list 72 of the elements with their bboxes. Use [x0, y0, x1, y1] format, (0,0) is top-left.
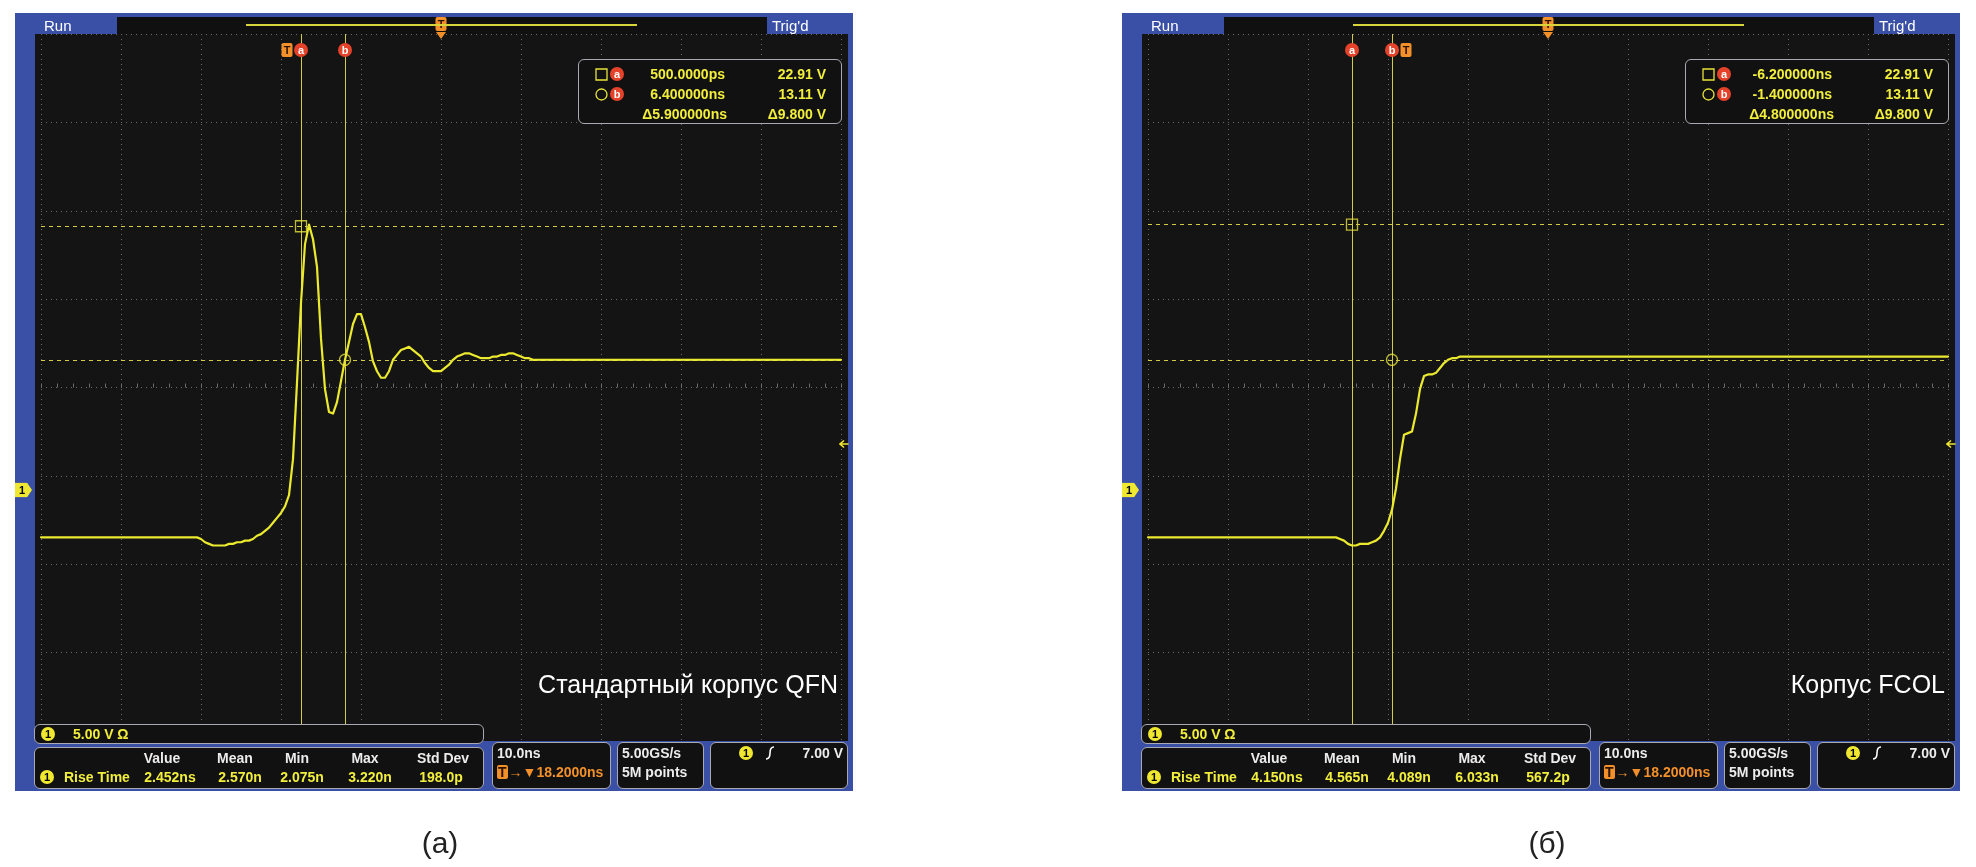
text: 4.150ns [1251, 769, 1303, 785]
text: -1.400000ns [1752, 86, 1832, 102]
text: 1 [1846, 746, 1860, 760]
text: a [610, 67, 624, 81]
text: 7.00 V [802, 745, 843, 761]
text: 1 [15, 482, 32, 498]
text: 2.075n [280, 769, 324, 785]
text: Value [1250, 750, 1288, 766]
text: 1 [40, 770, 54, 784]
text: 5M points [622, 764, 688, 780]
text: Δ9.800 V [767, 106, 826, 122]
text: Run [44, 16, 72, 34]
text: 6.033n [1455, 769, 1499, 785]
text: 567.2p [1526, 769, 1570, 785]
text: b [610, 87, 624, 101]
text: Trig'd [1879, 16, 1916, 34]
text: T [281, 43, 293, 57]
text: 1 [1148, 727, 1162, 741]
text: 1 [41, 727, 55, 741]
text: 1 [1147, 770, 1161, 784]
x-tick-label: a [297, 44, 305, 56]
text: 3.220n [348, 769, 392, 785]
text: 1 [739, 746, 753, 760]
text: 5M points [1729, 764, 1795, 780]
text: Rise Time [1171, 769, 1237, 785]
text: T→▼18.2000ns [1604, 764, 1711, 780]
text: -6.200000ns [1752, 66, 1832, 82]
text: 10.0ns [1604, 745, 1648, 761]
text: 6.400000ns [650, 86, 725, 102]
text: (а) [421, 826, 459, 859]
text: Std Dev [416, 750, 470, 766]
text: Max [1458, 750, 1486, 766]
text: 5.00GS/s [1729, 745, 1789, 761]
text: 1 [1122, 482, 1139, 498]
text: 2.570n [218, 769, 262, 785]
text: Value [143, 750, 181, 766]
text: 22.91 V [777, 66, 826, 82]
text: Корпус FCOL [1790, 669, 1945, 698]
text: T→▼18.2000ns [497, 764, 604, 780]
text: 5.00GS/s [622, 745, 682, 761]
text: Min [284, 750, 310, 766]
text: Trig'd [772, 16, 809, 34]
x-tick-label: b [1388, 44, 1396, 56]
text: 13.11 V [778, 86, 826, 102]
text: 22.91 V [1884, 66, 1933, 82]
text: 7.00 V [1909, 745, 1950, 761]
text: Стандартный корпус QFN [538, 669, 838, 698]
text: (б) [1528, 826, 1566, 859]
text: Max [351, 750, 379, 766]
text: 5.00 V Ω [1180, 726, 1236, 742]
text: Δ9.800 V [1874, 106, 1933, 122]
text: Min [1391, 750, 1417, 766]
text: 5.00 V Ω [73, 726, 129, 742]
text: Std Dev [1523, 750, 1577, 766]
x-tick-label: b [341, 44, 349, 56]
text: T [1400, 43, 1412, 57]
text: Run [1151, 16, 1179, 34]
x-tick-label: a [1348, 44, 1356, 56]
text: 2.452ns [144, 769, 196, 785]
text: 198.0p [419, 769, 463, 785]
text: b [1717, 87, 1731, 101]
text: Δ5.900000ns [642, 106, 727, 122]
text: 10.0ns [497, 745, 541, 761]
text: 13.11 V [1885, 86, 1933, 102]
text: 500.0000ps [650, 66, 725, 82]
text: Rise Time [64, 769, 130, 785]
text: Δ4.800000ns [1749, 106, 1834, 122]
text: Mean [1324, 750, 1360, 766]
text: 4.089n [1387, 769, 1431, 785]
text: Mean [217, 750, 253, 766]
text: a [1717, 67, 1731, 81]
text: 4.565n [1325, 769, 1369, 785]
